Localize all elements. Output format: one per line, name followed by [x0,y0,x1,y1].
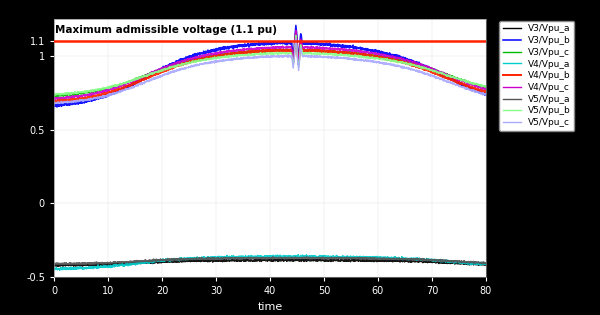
Legend: V3/Vpu_a, V3/Vpu_b, V3/Vpu_c, V4/Vpu_a, V4/Vpu_b, V4/Vpu_c, V5/Vpu_a, V5/Vpu_b, : V3/Vpu_a, V3/Vpu_b, V3/Vpu_c, V4/Vpu_a, … [499,21,574,131]
Text: Maximum admissible voltage (1.1 pu): Maximum admissible voltage (1.1 pu) [55,25,277,35]
X-axis label: time: time [257,302,283,312]
